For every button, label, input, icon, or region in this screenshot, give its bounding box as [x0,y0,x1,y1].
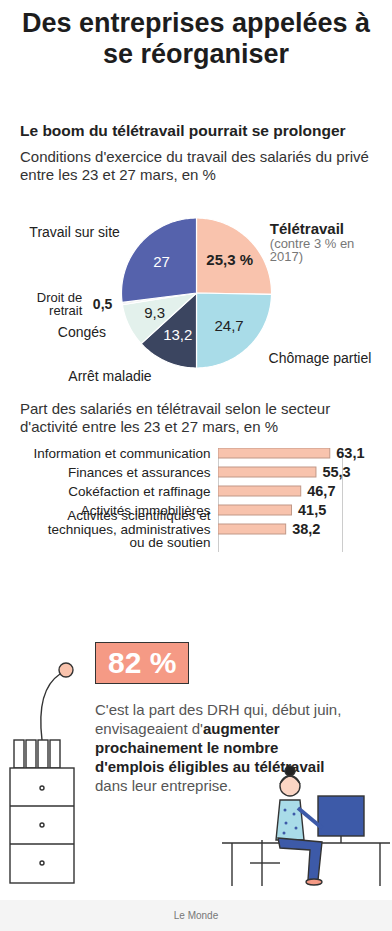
svg-text:46,7: 46,7 [307,483,335,499]
svg-text:27: 27 [153,253,170,270]
html-text:C'est la part des DRH qui, déb: C'est la part des DRH qui, début juin, e… [95,701,342,775]
html-text:Le Monde: Le Monde [173,910,219,921]
svg-text:Congés: Congés [58,324,106,340]
svg-text:38,2: 38,2 [292,521,320,537]
svg-text:Activités scientifiques ettech: Activités scientifiques ettechniques, ad… [48,508,211,550]
svg-text:55,3: 55,3 [322,464,350,480]
html-text:Part des salariés en télétrava: Part des salariés en télétravail selon l… [20,400,331,435]
svg-text:25,3 %: 25,3 % [206,251,253,268]
svg-text:Arrêt maladie: Arrêt maladie [68,368,151,384]
svg-text:9,3: 9,3 [144,304,165,321]
svg-text:Travail sur site: Travail sur site [29,224,120,240]
html-text:82 %: 82 % [108,646,177,679]
svg-text:Finances et assurances: Finances et assurances [68,465,211,480]
html-text:Conditions d'exercice du trava: Conditions d'exercice du travail des sal… [20,148,369,183]
svg-text:41,5: 41,5 [298,502,326,518]
svg-text:Télétravail: Télétravail [270,220,344,237]
html-text:Des entreprises appelées à se: Des entreprises appelées à se réorganise… [21,8,371,69]
html-text:Le boom du télétravail pourrai: Le boom du télétravail pourrait se prolo… [20,122,346,139]
svg-text:24,7: 24,7 [214,317,243,334]
svg-text:Cokéfaction et raffinage: Cokéfaction et raffinage [68,484,210,499]
svg-text:13,2: 13,2 [163,326,192,343]
svg-text:Droit deretrait: Droit deretrait [37,290,83,318]
svg-text:(contre 3 % en2017): (contre 3 % en2017) [270,236,355,264]
svg-text:Chômage partiel: Chômage partiel [269,350,372,366]
svg-text:0,5: 0,5 [93,296,113,312]
svg-text:63,1: 63,1 [336,445,364,461]
svg-text:Information et communication: Information et communication [33,446,210,461]
html-text:dans leur entreprise.: dans leur entreprise. [95,777,232,794]
